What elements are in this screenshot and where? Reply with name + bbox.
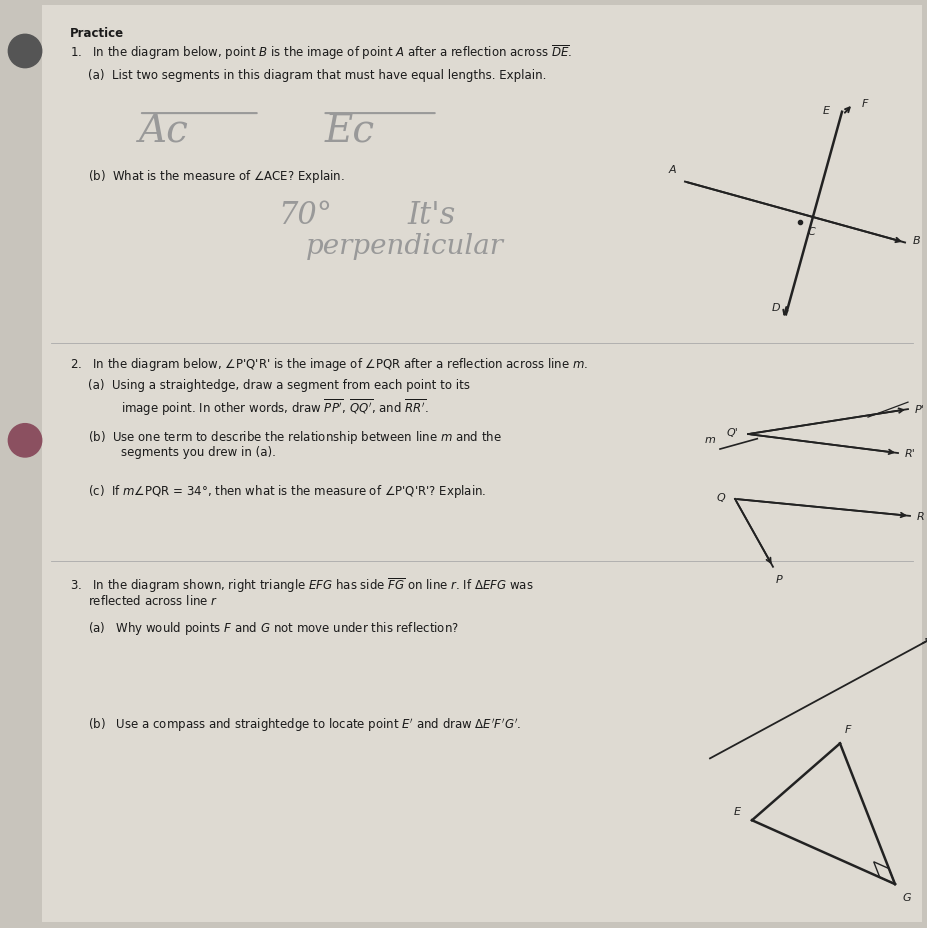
Text: m: m — [705, 435, 716, 445]
Text: (b)  What is the measure of $\angle$ACE? Explain.: (b) What is the measure of $\angle$ACE? … — [88, 168, 345, 185]
Text: R': R' — [905, 448, 915, 458]
Text: D: D — [772, 303, 781, 313]
Text: E: E — [823, 106, 830, 116]
Text: 2.   In the diagram below, $\angle$P'Q'R' is the image of $\angle$PQR after a re: 2. In the diagram below, $\angle$P'Q'R' … — [70, 355, 588, 373]
Text: It's: It's — [408, 200, 456, 231]
Text: (a)  Using a straightedge, draw a segment from each point to its: (a) Using a straightedge, draw a segment… — [88, 379, 470, 392]
Text: 70°: 70° — [278, 200, 332, 231]
Text: reflected across line $r$: reflected across line $r$ — [88, 594, 218, 608]
Text: B: B — [912, 236, 920, 245]
Text: F: F — [862, 98, 869, 109]
Circle shape — [8, 35, 42, 69]
Text: Ac: Ac — [139, 112, 189, 149]
Text: (a)   Why would points $F$ and $G$ not move under this reflection?: (a) Why would points $F$ and $G$ not mov… — [88, 620, 459, 637]
Text: Q': Q' — [727, 428, 739, 438]
Text: segments you drew in (a).: segments you drew in (a). — [121, 445, 275, 458]
Text: Ec: Ec — [324, 112, 375, 149]
Text: image point. In other words, draw $\overline{PP'}$, $\overline{QQ'}$, and $\over: image point. In other words, draw $\over… — [121, 397, 428, 418]
Text: Q: Q — [717, 493, 726, 503]
Text: G: G — [902, 892, 911, 901]
Text: R: R — [917, 511, 924, 522]
Text: (b)   Use a compass and straightedge to locate point $E'$ and draw $\Delta E'F'G: (b) Use a compass and straightedge to lo… — [88, 715, 521, 733]
Text: A: A — [668, 165, 676, 175]
Text: (b)  Use one term to describe the relationship between line $m$ and the: (b) Use one term to describe the relatio… — [88, 429, 502, 445]
Text: 3.   In the diagram shown, right triangle $EFG$ has side $\overline{FG}$ on line: 3. In the diagram shown, right triangle … — [70, 575, 533, 594]
Text: Practice: Practice — [70, 27, 123, 40]
Text: (c)  If $m\angle$PQR = 34°, then what is the measure of $\angle$P'Q'R'? Explain.: (c) If $m\angle$PQR = 34°, then what is … — [88, 483, 487, 499]
Circle shape — [8, 424, 42, 458]
Text: perpendicular: perpendicular — [306, 233, 504, 260]
Text: C: C — [807, 227, 815, 237]
Text: E: E — [734, 806, 741, 816]
FancyBboxPatch shape — [42, 6, 922, 922]
Bar — [0, 1, 42, 927]
Text: P: P — [776, 574, 782, 585]
Text: P': P' — [915, 405, 924, 415]
Text: (a)  List two segments in this diagram that must have equal lengths. Explain.: (a) List two segments in this diagram th… — [88, 69, 546, 82]
Text: F: F — [844, 725, 851, 734]
Text: 1.   In the diagram below, point $B$ is the image of point $A$ after a reflectio: 1. In the diagram below, point $B$ is th… — [70, 43, 572, 61]
